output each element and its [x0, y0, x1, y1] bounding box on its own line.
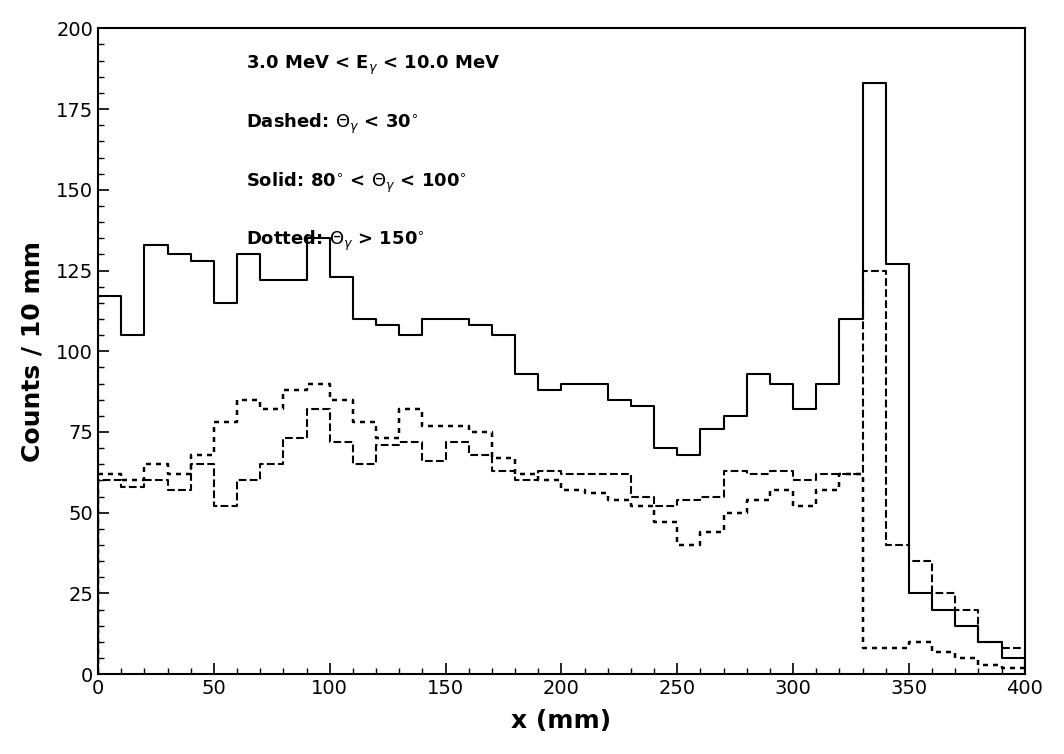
Text: Dotted: $\Theta_{\gamma}$ > 150$^{\circ}$: Dotted: $\Theta_{\gamma}$ > 150$^{\circ}…: [247, 228, 425, 253]
Text: Dashed: $\Theta_{\gamma}$ < 30$^{\circ}$: Dashed: $\Theta_{\gamma}$ < 30$^{\circ}$: [247, 112, 418, 136]
X-axis label: x (mm): x (mm): [512, 710, 612, 733]
Y-axis label: Counts / 10 mm: Counts / 10 mm: [21, 241, 45, 461]
Text: 3.0 MeV < E$_{\gamma}$ < 10.0 MeV: 3.0 MeV < E$_{\gamma}$ < 10.0 MeV: [247, 54, 501, 78]
Text: Solid: 80$^{\circ}$ < $\Theta_{\gamma}$ < 100$^{\circ}$: Solid: 80$^{\circ}$ < $\Theta_{\gamma}$ …: [247, 170, 467, 195]
